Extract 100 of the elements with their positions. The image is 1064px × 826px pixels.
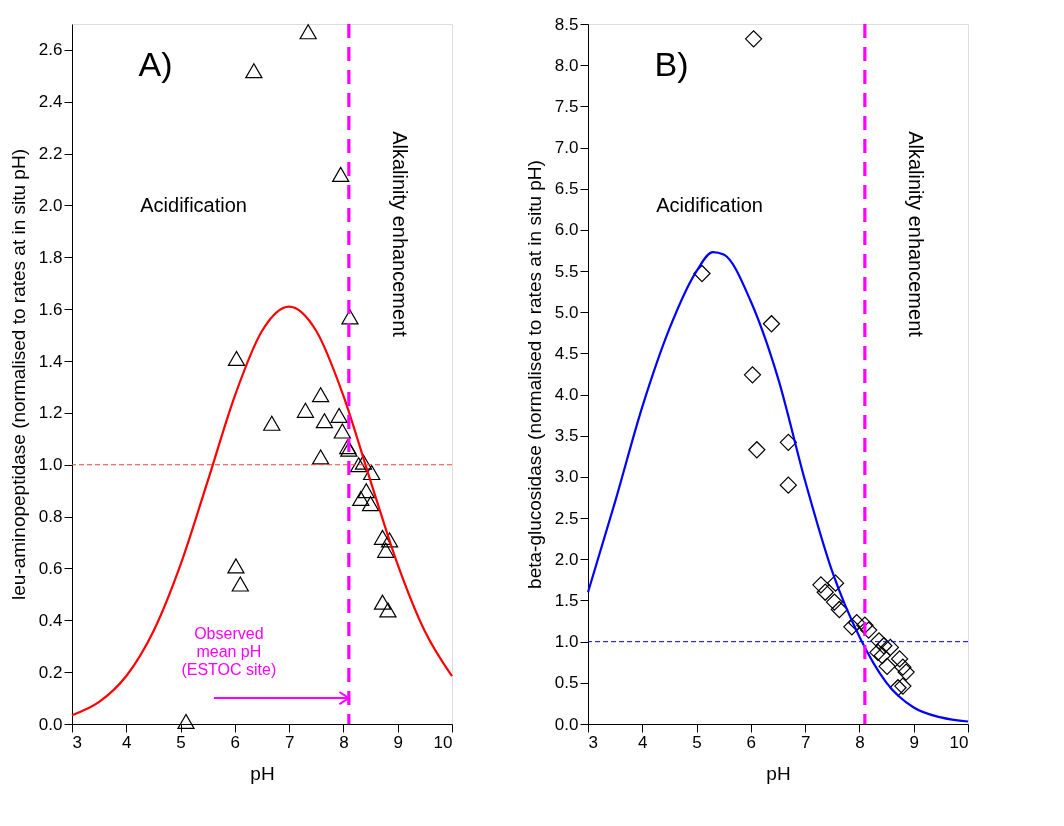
point [363, 464, 381, 481]
y-axis-title: leu-aminopeptidase (normalised to rates at in situ pH) [7, 149, 29, 600]
y-tick-label: 1.4 [38, 351, 63, 371]
x-tick-label: 6 [230, 732, 241, 752]
x-tick-label: 8 [855, 732, 865, 752]
y-tick-label: 3.5 [554, 426, 579, 446]
point [894, 658, 912, 676]
y-tick-label: 2.5 [554, 508, 579, 528]
point [227, 558, 245, 574]
y-tick-label: 7.5 [554, 96, 579, 116]
point [315, 413, 334, 429]
point [870, 632, 888, 650]
point [299, 24, 317, 40]
y-tick-label: 2.0 [38, 195, 63, 215]
point [361, 496, 380, 512]
y-tick-label: 0.0 [554, 714, 579, 734]
y-tick-label: 2.4 [38, 92, 63, 112]
x-axis-title: pH [250, 762, 275, 784]
annotation: Alkalinity enhancement [388, 131, 411, 338]
point [311, 387, 330, 403]
point [812, 576, 830, 594]
point [744, 30, 763, 48]
point [878, 657, 896, 676]
point [762, 315, 781, 333]
point [897, 663, 915, 681]
point [860, 621, 878, 639]
point [263, 415, 281, 431]
y-tick-label: 1.0 [554, 632, 579, 652]
point [231, 576, 249, 592]
point [830, 600, 848, 619]
y-tick-label: 3.0 [554, 467, 579, 487]
x-tick-label: 10 [433, 732, 453, 752]
point [373, 594, 392, 610]
annotation: B) [654, 45, 689, 83]
y-tick-label: 7.0 [554, 138, 579, 158]
y-tick-label: 1.6 [38, 299, 63, 319]
y-tick-label: 1.5 [554, 590, 579, 610]
y-tick-label: 0.4 [38, 610, 63, 630]
point [869, 643, 887, 662]
y-tick-label: 0.8 [38, 507, 63, 527]
x-tick-label: 7 [800, 732, 811, 752]
y-tick-label: 0.2 [38, 662, 63, 682]
point [380, 532, 399, 548]
x-tick-label: 4 [122, 732, 132, 752]
point [693, 264, 711, 283]
point [779, 476, 797, 494]
point [245, 63, 263, 79]
x-tick-label: 3 [72, 732, 82, 752]
y-tick-label: 2.2 [38, 144, 63, 164]
y-tick-label: 6.0 [554, 220, 579, 240]
point [177, 713, 195, 729]
y-tick-label: 0.6 [38, 558, 63, 578]
annotation: Acidification [140, 194, 247, 216]
point [333, 423, 351, 439]
point [349, 457, 368, 473]
y-tick-label: 8.5 [554, 14, 579, 34]
y-tick-label: 1.2 [38, 403, 63, 423]
annotation: Observed mean pH (ESTOC site) [181, 625, 277, 679]
y-tick-label: 2.0 [554, 549, 579, 569]
point [875, 637, 893, 655]
y-tick-label: 5.0 [554, 302, 579, 322]
y-tick-label: 0.5 [554, 673, 579, 693]
annotation: Acidification [656, 194, 763, 216]
point [816, 583, 834, 601]
point [743, 366, 762, 384]
point [330, 407, 348, 424]
y-tick-label: 8.0 [554, 55, 579, 75]
x-tick-label: 9 [393, 732, 403, 752]
x-tick-label: 3 [588, 732, 598, 752]
point [227, 350, 246, 367]
y-tick-label: 0.0 [38, 714, 63, 734]
point [379, 602, 397, 618]
point [856, 616, 874, 634]
point [311, 449, 330, 465]
point [848, 614, 866, 632]
point [341, 309, 359, 325]
point [894, 677, 912, 695]
x-tick-label: 6 [746, 732, 757, 752]
point [826, 574, 845, 592]
x-tick-label: 5 [176, 732, 186, 752]
y-tick-label: 1.0 [38, 455, 63, 475]
x-axis-title: pH [766, 762, 791, 784]
x-tick-label: 5 [692, 732, 702, 752]
y-tick-label: 6.5 [554, 179, 579, 199]
point [354, 454, 373, 470]
y-tick-label: 1.8 [38, 247, 63, 267]
point [377, 542, 395, 558]
point [825, 593, 844, 611]
y-tick-label: 4.5 [554, 343, 579, 363]
x-tick-label: 7 [284, 732, 295, 752]
y-tick-label: 5.5 [554, 261, 579, 281]
annotation: A) [138, 45, 173, 83]
y-axis-title: beta-glucosidase (normalised to rates at in situ pH) [523, 160, 545, 589]
point [296, 402, 315, 418]
point [357, 483, 375, 499]
point [890, 650, 909, 668]
point [779, 433, 797, 452]
x-tick-label: 4 [638, 732, 648, 752]
point [748, 441, 766, 459]
point [352, 490, 370, 507]
